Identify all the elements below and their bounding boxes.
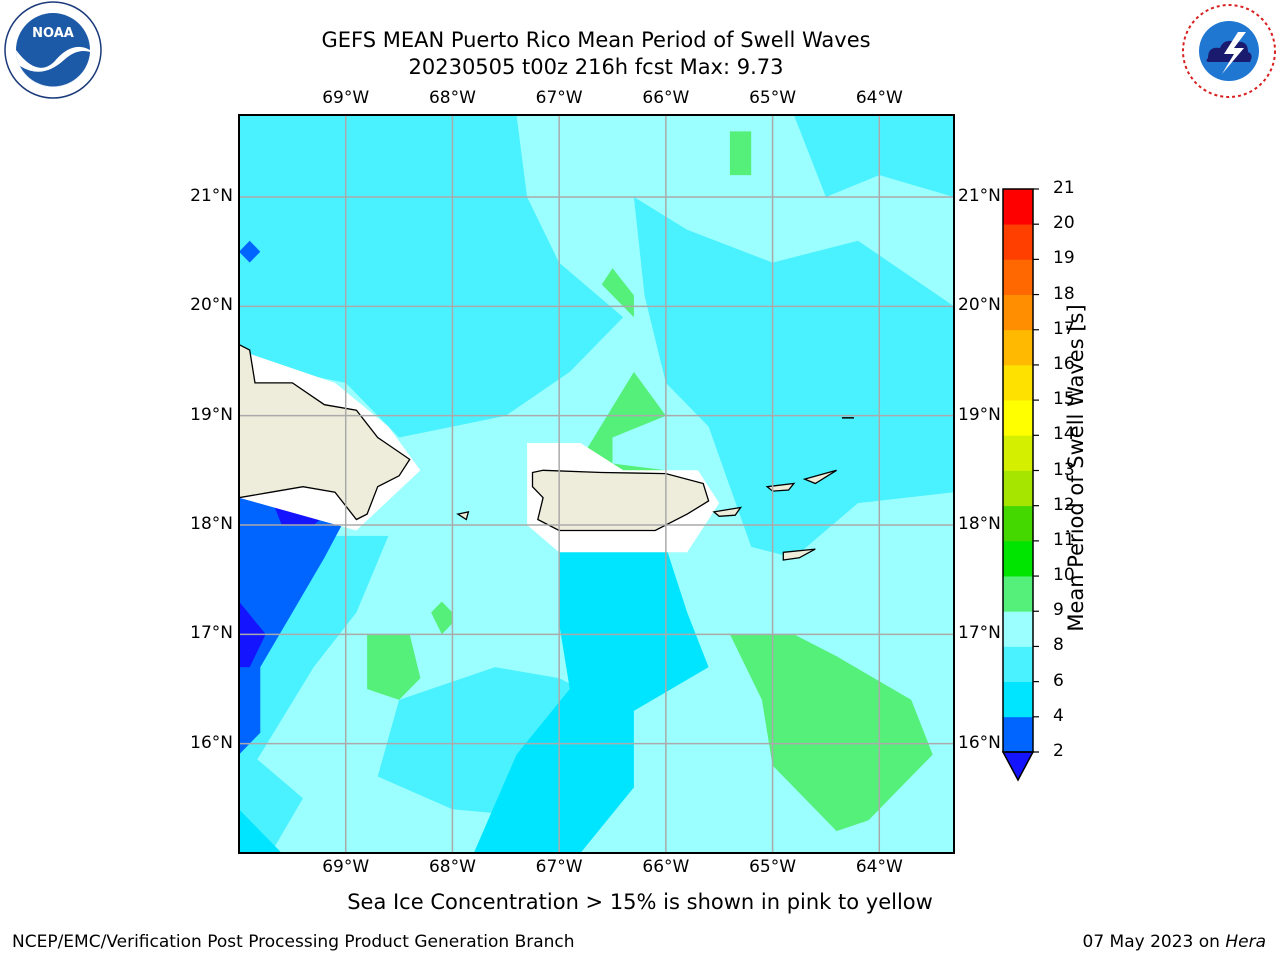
colorbar-segment bbox=[1003, 505, 1033, 542]
colorbar-tick-label: 10 bbox=[1053, 565, 1075, 586]
colorbar-tick-label: 2 bbox=[1053, 741, 1064, 761]
swell-band-6-8 bbox=[239, 115, 624, 438]
lat-label-right: 18°N bbox=[958, 514, 1001, 534]
colorbar-segment bbox=[1003, 716, 1033, 753]
swell-band-9-10 bbox=[431, 601, 453, 635]
colorbar-segment bbox=[1003, 364, 1033, 401]
swell-band-6-8 bbox=[633, 197, 954, 558]
lon-label-bottom: 66°W bbox=[642, 857, 690, 877]
swell-band-4-6 bbox=[473, 546, 709, 853]
lat-label-left: 17°N bbox=[190, 623, 233, 644]
lat-label-right: 16°N bbox=[958, 732, 1001, 753]
lat-label-right: 19°N bbox=[958, 404, 1001, 425]
colorbar-segment bbox=[1003, 189, 1033, 225]
lon-label-bottom: 69°W bbox=[322, 857, 370, 877]
colorbar bbox=[1001, 188, 1039, 782]
virgin-islands-land bbox=[802, 469, 837, 485]
lon-label-top: 65°W bbox=[749, 88, 797, 108]
lat-label-right: 17°N bbox=[958, 623, 1001, 644]
colorbar-segment bbox=[1003, 259, 1033, 295]
swell-band-9-10 bbox=[580, 371, 666, 482]
virgin-islands-land bbox=[765, 482, 796, 492]
lon-label-bottom: 68°W bbox=[428, 857, 476, 877]
colorbar-tick-label: 12 bbox=[1053, 494, 1075, 515]
colorbar-tick-label: 8 bbox=[1053, 635, 1064, 656]
colorbar-segment bbox=[1003, 681, 1033, 718]
colorbar-tick-label: 9 bbox=[1053, 600, 1064, 621]
colorbar-tick-label: 15 bbox=[1053, 389, 1075, 410]
colorbar-segment bbox=[1003, 540, 1033, 577]
land-layer bbox=[238, 343, 854, 561]
colorbar-segment bbox=[1003, 470, 1033, 507]
colorbar-segment bbox=[1003, 435, 1033, 471]
colorbar-tick-label: 16 bbox=[1053, 353, 1075, 374]
lon-label-top: 69°W bbox=[322, 88, 370, 108]
footer-date: 07 May 2023 on Hera bbox=[1083, 932, 1267, 952]
vieques-land bbox=[712, 506, 743, 517]
colorbar-segment bbox=[1003, 400, 1033, 436]
footer-date-text: 07 May 2023 on bbox=[1082, 932, 1226, 952]
lat-label-left: 19°N bbox=[190, 404, 233, 425]
colorbar-segment bbox=[1003, 576, 1033, 612]
swell-band-9-10 bbox=[729, 131, 752, 176]
st-croix-land bbox=[782, 548, 816, 561]
swell-band-9-10 bbox=[601, 268, 634, 318]
hispaniola-land bbox=[238, 343, 411, 521]
footer-host: Hera bbox=[1225, 932, 1266, 952]
lon-label-bottom: 65°W bbox=[749, 857, 797, 877]
swell-band-2-4 bbox=[239, 240, 261, 263]
swell-band-9-10 bbox=[367, 634, 421, 700]
lon-label-top: 64°W bbox=[855, 88, 903, 108]
lon-label-bottom: 64°W bbox=[855, 857, 903, 877]
colorbar-tick-label: 21 bbox=[1053, 178, 1075, 198]
colorbar-tick-label: 4 bbox=[1053, 705, 1064, 726]
lon-label-top: 67°W bbox=[535, 88, 583, 108]
lon-label-top: 68°W bbox=[428, 88, 476, 108]
swell-band-9-10 bbox=[729, 634, 933, 832]
colorbar-tick-label: 20 bbox=[1053, 213, 1075, 234]
noaa-logo-text: NOAA bbox=[32, 26, 74, 41]
lat-label-right: 20°N bbox=[958, 295, 1001, 316]
nws-logo-icon bbox=[1182, 4, 1276, 98]
colorbar-tick-label: 11 bbox=[1053, 529, 1075, 550]
colorbar-tick-label: 14 bbox=[1053, 424, 1075, 445]
colorbar-extend-arrow bbox=[1001, 751, 1035, 782]
sea-ice-note: Sea Ice Concentration > 15% is shown in … bbox=[347, 890, 933, 914]
lat-label-right: 21°N bbox=[958, 186, 1001, 206]
map-frame bbox=[238, 114, 955, 854]
lat-label-left: 21°N bbox=[190, 186, 233, 206]
lat-label-left: 16°N bbox=[190, 732, 233, 753]
lat-lon-grid bbox=[239, 115, 954, 853]
colorbar-tick-label: 6 bbox=[1053, 670, 1064, 691]
colorbar-tick-label: 17 bbox=[1053, 318, 1075, 339]
footer-credit: NCEP/EMC/Verification Post Processing Pr… bbox=[12, 932, 575, 952]
colorbar-segment bbox=[1003, 611, 1033, 647]
lon-label-top: 66°W bbox=[642, 88, 690, 108]
map-title: GEFS MEAN Puerto Rico Mean Period of Swe… bbox=[321, 28, 871, 52]
swell-band-6-8 bbox=[793, 115, 954, 197]
map-subtitle: 20230505 t00z 216h fcst Max: 9.73 bbox=[408, 55, 784, 79]
mona-island-land bbox=[456, 511, 470, 521]
colorbar-tick-label: 18 bbox=[1053, 283, 1075, 304]
colorbar-segment bbox=[1003, 329, 1033, 366]
swell-band-4-6 bbox=[239, 809, 282, 853]
lat-label-left: 18°N bbox=[190, 514, 233, 534]
puerto-rico-land bbox=[531, 469, 710, 532]
swell-band-2-4 bbox=[239, 497, 357, 755]
colorbar-segment bbox=[1003, 646, 1033, 683]
colorbar-tick-label: 19 bbox=[1053, 248, 1075, 269]
colorbar-segment bbox=[1003, 224, 1033, 260]
noaa-logo-icon: NOAA bbox=[4, 1, 102, 99]
lon-label-bottom: 67°W bbox=[535, 857, 583, 877]
colorbar-tick-label: 13 bbox=[1053, 459, 1075, 480]
colorbar-segment bbox=[1003, 294, 1033, 331]
lat-label-left: 20°N bbox=[190, 295, 233, 316]
